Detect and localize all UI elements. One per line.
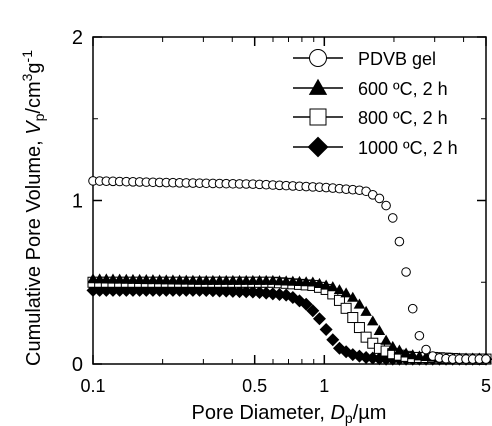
y-axis-label-unit-cm: /cm [23,81,45,113]
data-point [360,331,372,343]
y-tick-label: 2 [72,27,83,49]
legend-label: PDVB gel [358,49,436,69]
x-tick-label: 5 [481,376,491,396]
legend-marker [309,108,327,126]
data-point [360,305,372,316]
data-point [347,291,359,302]
data-point [367,315,379,326]
data-point [353,322,365,334]
data-point [374,193,385,204]
data-point [340,302,352,314]
x-axis-label-unit: /µm [353,402,387,424]
y-tick-label: 1 [72,191,83,213]
legend-marker [307,136,329,158]
y-axis-label-superscript-3: 3 [19,73,35,81]
data-point [400,347,412,358]
data-series [86,176,492,366]
data-point [307,276,319,287]
data-point [386,340,399,351]
data-point [326,333,340,347]
data-point [312,312,326,326]
data-point [313,277,326,288]
y-axis-label-symbol: V [23,120,45,135]
data-point [347,312,359,324]
data-point [414,330,425,341]
data-point [340,287,352,298]
y-axis-label-superscript-neg1: -1 [19,50,35,63]
x-axis-label: Pore Diameter, Dp/µm [192,402,387,426]
legend: PDVB gel 600 ºC, 2 h 800 ºC, 2 h 1000 ºC, 2… [293,49,458,158]
data-point [333,294,345,306]
x-tick-label: 1 [319,376,329,396]
data-point [407,303,418,314]
data-point [393,344,406,355]
data-point [299,297,313,311]
legend-label: 800 ºC, 2 h [358,108,448,128]
data-point [394,236,405,247]
y-axis-label-subscript: p [31,113,47,121]
data-point [306,304,320,318]
data-point [401,267,411,277]
legend-marker [308,78,328,95]
data-point [319,323,333,337]
x-axis-label-text: Pore Diameter, [192,402,331,424]
data-point [320,279,332,290]
legend-label: 600 ºC, 2 h [358,79,448,99]
data-point [353,298,366,309]
x-axis-label-symbol: D [330,402,344,424]
data-point [406,349,419,360]
legend-marker [309,49,327,67]
y-tick-label: 0 [72,354,83,376]
data-point [481,354,491,364]
y-axis-label-text: Cumulative Pore Volume, [23,135,45,366]
legend-label: 1000 ºC, 2 h [358,138,458,158]
y-axis-label-unit-g: g [23,62,45,73]
x-axis-label-subscript: p [345,410,353,426]
data-point [327,281,339,292]
data-point [333,284,346,295]
y-axis-label: Cumulative Pore Volume, Vp/cm3g-1 [19,50,47,366]
data-point [421,344,431,355]
data-point [387,213,398,223]
x-tick-label: 0.5 [242,376,267,396]
data-point [380,334,392,345]
data-point [381,200,391,211]
x-tick-label: 0.1 [80,376,105,396]
data-point [373,324,386,335]
series-0 [88,176,491,364]
